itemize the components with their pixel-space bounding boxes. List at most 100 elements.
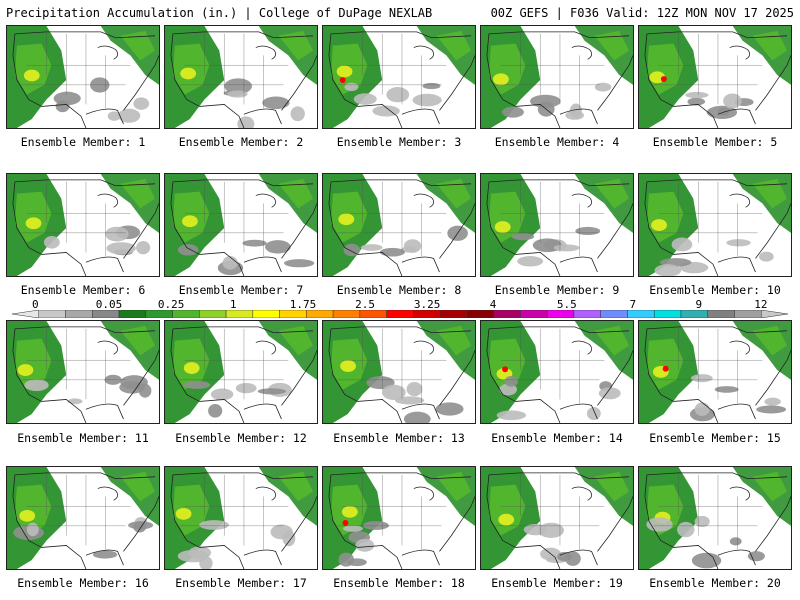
us-map: [7, 26, 159, 128]
colorbar-tick-label: 0.25: [157, 298, 185, 311]
us-map: [481, 174, 633, 276]
colorbar-tick-label: 0: [31, 298, 39, 311]
member-label: Ensemble Member: 8: [336, 283, 462, 297]
colorbar-segment: [493, 310, 521, 318]
colorbar-segment: [466, 310, 494, 318]
colorbar-tick-label: 2.5: [355, 298, 376, 311]
us-map: [639, 467, 791, 569]
member-map-panel: [638, 25, 792, 129]
member-label: Ensemble Member: 2: [178, 135, 304, 149]
us-map: [481, 467, 633, 569]
colorbar-segment: [12, 310, 40, 318]
member-map-panel: [480, 173, 634, 277]
member-map-panel: [638, 320, 792, 424]
colorbar-segment: [386, 310, 414, 318]
colorbar-segment: [92, 310, 120, 318]
member-label: Ensemble Member: 19: [491, 576, 623, 590]
colorbar-segment: [306, 310, 334, 318]
us-map: [323, 321, 475, 423]
colorbar-segment: [546, 310, 575, 318]
member-map-panel: [6, 173, 160, 277]
member-label: Ensemble Member: 11: [17, 431, 149, 445]
member-map-panel: [322, 173, 476, 277]
us-map: [165, 321, 317, 423]
us-map: [639, 174, 791, 276]
member-map-panel: [6, 466, 160, 570]
us-map: [7, 321, 159, 423]
member-label: Ensemble Member: 16: [17, 576, 149, 590]
member-map-panel: [164, 320, 318, 424]
colorbar-segment: [734, 310, 762, 318]
colorbar-segment: [359, 310, 387, 318]
us-map: [481, 26, 633, 128]
us-map: [323, 26, 475, 128]
member-map-panel: [164, 466, 318, 570]
member-label: Ensemble Member: 13: [333, 431, 465, 445]
colorbar-tick-label: 7: [629, 298, 637, 311]
member-map-panel: [164, 25, 318, 129]
member-label: Ensemble Member: 9: [494, 283, 620, 297]
us-map: [165, 26, 317, 128]
member-label: Ensemble Member: 7: [178, 283, 304, 297]
colorbar-segment: [707, 310, 735, 318]
us-map: [323, 467, 475, 569]
member-map-panel: [638, 466, 792, 570]
us-map: [481, 321, 633, 423]
colorbar-segment: [627, 310, 655, 318]
member-map-panel: [6, 25, 160, 129]
colorbar-tick-label: 5.5: [556, 298, 577, 311]
colorbar-segment: [600, 310, 628, 318]
us-map: [639, 321, 791, 423]
colorbar-tick-label: 9: [695, 298, 703, 311]
member-label: Ensemble Member: 4: [494, 135, 620, 149]
member-map-panel: [480, 25, 634, 129]
member-map-panel: [322, 320, 476, 424]
colorbar-segment: [65, 310, 93, 318]
us-map: [165, 174, 317, 276]
member-map-panel: [6, 320, 160, 424]
colorbar: 0 0.05 0.25 1 1.75 2.5 3.25 4 5.5 7 9 12: [12, 298, 788, 318]
colorbar-segment: [520, 310, 548, 318]
member-map-panel: [480, 466, 634, 570]
colorbar-tick-label: 1.75: [289, 298, 317, 311]
member-map-panel: [164, 173, 318, 277]
member-label: Ensemble Member: 3: [336, 135, 462, 149]
colorbar-segment: [279, 310, 307, 318]
member-map-panel: [638, 173, 792, 277]
colorbar-tick-label: 12: [754, 298, 768, 311]
member-map-panel: [322, 466, 476, 570]
valid-time: 00Z GEFS | F036 Valid: 12Z MON NOV 17 20…: [490, 6, 794, 20]
member-map-panel: [480, 320, 634, 424]
us-map: [323, 174, 475, 276]
colorbar-segment: [439, 310, 468, 318]
colorbar-segment: [760, 310, 788, 318]
colorbar-tick-label: 3.25: [413, 298, 441, 311]
member-label: Ensemble Member: 20: [649, 576, 781, 590]
us-map: [7, 467, 159, 569]
colorbar-tick-label: 1: [229, 298, 237, 311]
member-label: Ensemble Member: 12: [175, 431, 307, 445]
member-label: Ensemble Member: 17: [175, 576, 307, 590]
colorbar-segment: [145, 310, 173, 318]
us-map: [165, 467, 317, 569]
colorbar-scale: [12, 310, 788, 318]
colorbar-segment: [680, 310, 708, 318]
colorbar-segment: [573, 310, 601, 318]
colorbar-tick-label: 0.05: [95, 298, 123, 311]
colorbar-segment: [199, 310, 227, 318]
colorbar-segment: [172, 310, 200, 318]
member-label: Ensemble Member: 1: [20, 135, 146, 149]
member-label: Ensemble Member: 10: [649, 283, 781, 297]
colorbar-segment: [38, 310, 66, 318]
colorbar-segment: [653, 310, 682, 318]
member-label: Ensemble Member: 6: [20, 283, 146, 297]
colorbar-segment: [332, 310, 361, 318]
member-map-panel: [322, 25, 476, 129]
member-label: Ensemble Member: 14: [491, 431, 623, 445]
member-label: Ensemble Member: 18: [333, 576, 465, 590]
colorbar-segment: [252, 310, 280, 318]
us-map: [639, 26, 791, 128]
colorbar-segment: [413, 310, 441, 318]
colorbar-segment: [225, 310, 254, 318]
us-map: [7, 174, 159, 276]
